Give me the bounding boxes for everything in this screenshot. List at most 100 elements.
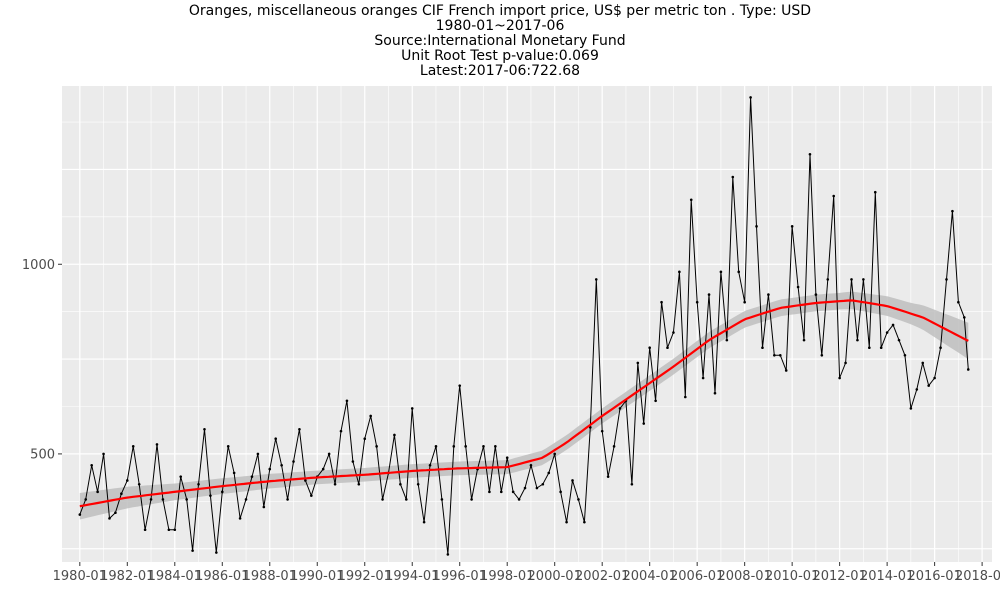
data-point: [363, 437, 367, 441]
data-point: [161, 498, 165, 501]
data-point: [125, 479, 129, 482]
data-point: [648, 346, 651, 350]
data-point: [951, 209, 954, 213]
data-point: [505, 456, 509, 459]
data-point: [499, 490, 503, 494]
data-point: [606, 475, 610, 478]
data-point: [458, 384, 462, 387]
data-point: [612, 445, 616, 448]
data-point: [167, 528, 171, 532]
data-point: [470, 498, 473, 501]
data-point: [244, 498, 248, 501]
data-point: [280, 463, 283, 467]
data-point: [784, 369, 788, 372]
data-point: [215, 551, 218, 554]
x-tick-label: 2012-01: [812, 569, 866, 584]
data-point: [321, 467, 325, 471]
data-point: [814, 293, 818, 296]
data-point: [90, 463, 93, 467]
data-point: [826, 278, 830, 281]
data-point: [155, 443, 159, 446]
data-point: [120, 492, 123, 496]
data-point: [868, 346, 871, 350]
data-point: [683, 395, 687, 399]
data-point: [933, 376, 936, 380]
data-point: [838, 376, 841, 380]
data-point: [529, 463, 533, 467]
data-point: [102, 452, 105, 456]
x-tick-label: 1982-01: [100, 569, 154, 584]
data-point: [630, 482, 634, 486]
data-point: [404, 498, 408, 501]
data-point: [179, 475, 183, 478]
data-point: [755, 225, 758, 228]
data-point: [345, 399, 349, 403]
data-point: [761, 346, 764, 350]
data-point: [381, 498, 384, 501]
x-tick-label: 2016-01: [907, 569, 961, 584]
data-point: [226, 445, 230, 448]
data-point: [149, 498, 153, 501]
data-point: [333, 482, 337, 486]
data-point: [844, 361, 847, 365]
data-point: [873, 190, 877, 194]
x-tick-label: 1980-01: [53, 569, 107, 584]
data-point: [565, 520, 568, 524]
data-point: [238, 517, 242, 520]
source-line: Source:International Monetary Fund: [374, 33, 626, 49]
data-point: [660, 300, 663, 304]
data-point: [108, 517, 111, 520]
data-point: [778, 353, 782, 357]
data-point: [434, 445, 438, 448]
confidence-band: [79, 291, 969, 520]
data-point: [719, 270, 723, 274]
data-point: [339, 429, 343, 433]
x-tick-label: 2014-01: [860, 569, 914, 584]
x-tick-label: 1984-01: [148, 569, 202, 584]
data-point: [862, 278, 865, 281]
data-point: [713, 391, 717, 395]
x-tick-label: 1998-01: [480, 569, 534, 584]
y-tick-label: 500: [30, 447, 55, 462]
x-tick-label: 2004-01: [623, 569, 677, 584]
data-point: [921, 361, 925, 365]
data-point: [743, 300, 746, 304]
y-tick-label: 1000: [22, 258, 55, 273]
data-point: [790, 225, 794, 228]
data-point: [832, 194, 836, 198]
x-tick-label: 2006-01: [670, 569, 724, 584]
data-point: [915, 388, 919, 391]
data-point: [191, 549, 194, 552]
data-point: [618, 407, 622, 410]
x-tick-label: 2018-01: [955, 569, 1000, 584]
data-point: [203, 427, 206, 431]
data-point: [268, 467, 272, 471]
data-point: [594, 278, 598, 281]
data-point: [856, 338, 859, 342]
x-axis: 1980-011982-011984-011986-011988-011990-…: [53, 562, 1000, 584]
data-point: [399, 482, 402, 486]
data-point: [173, 528, 177, 532]
data-point: [642, 422, 646, 425]
data-point: [114, 511, 117, 514]
grid-lines: [62, 86, 992, 562]
data-point: [84, 498, 88, 501]
x-tick-label: 2002-01: [575, 569, 629, 584]
data-point: [185, 498, 188, 501]
x-tick-label: 1994-01: [385, 569, 439, 584]
data-point: [796, 285, 800, 289]
x-tick-label: 2010-01: [765, 569, 819, 584]
data-point: [452, 445, 456, 448]
data-point: [327, 452, 331, 456]
data-point: [410, 407, 414, 410]
data-point: [428, 463, 432, 467]
data-point: [262, 505, 266, 509]
x-tick-label: 1990-01: [290, 569, 344, 584]
data-point: [885, 331, 889, 334]
data-point: [749, 96, 752, 99]
data-point: [695, 300, 699, 304]
data-point: [939, 346, 942, 350]
data-point: [891, 323, 895, 327]
smoothed-trend-line: [79, 299, 969, 508]
